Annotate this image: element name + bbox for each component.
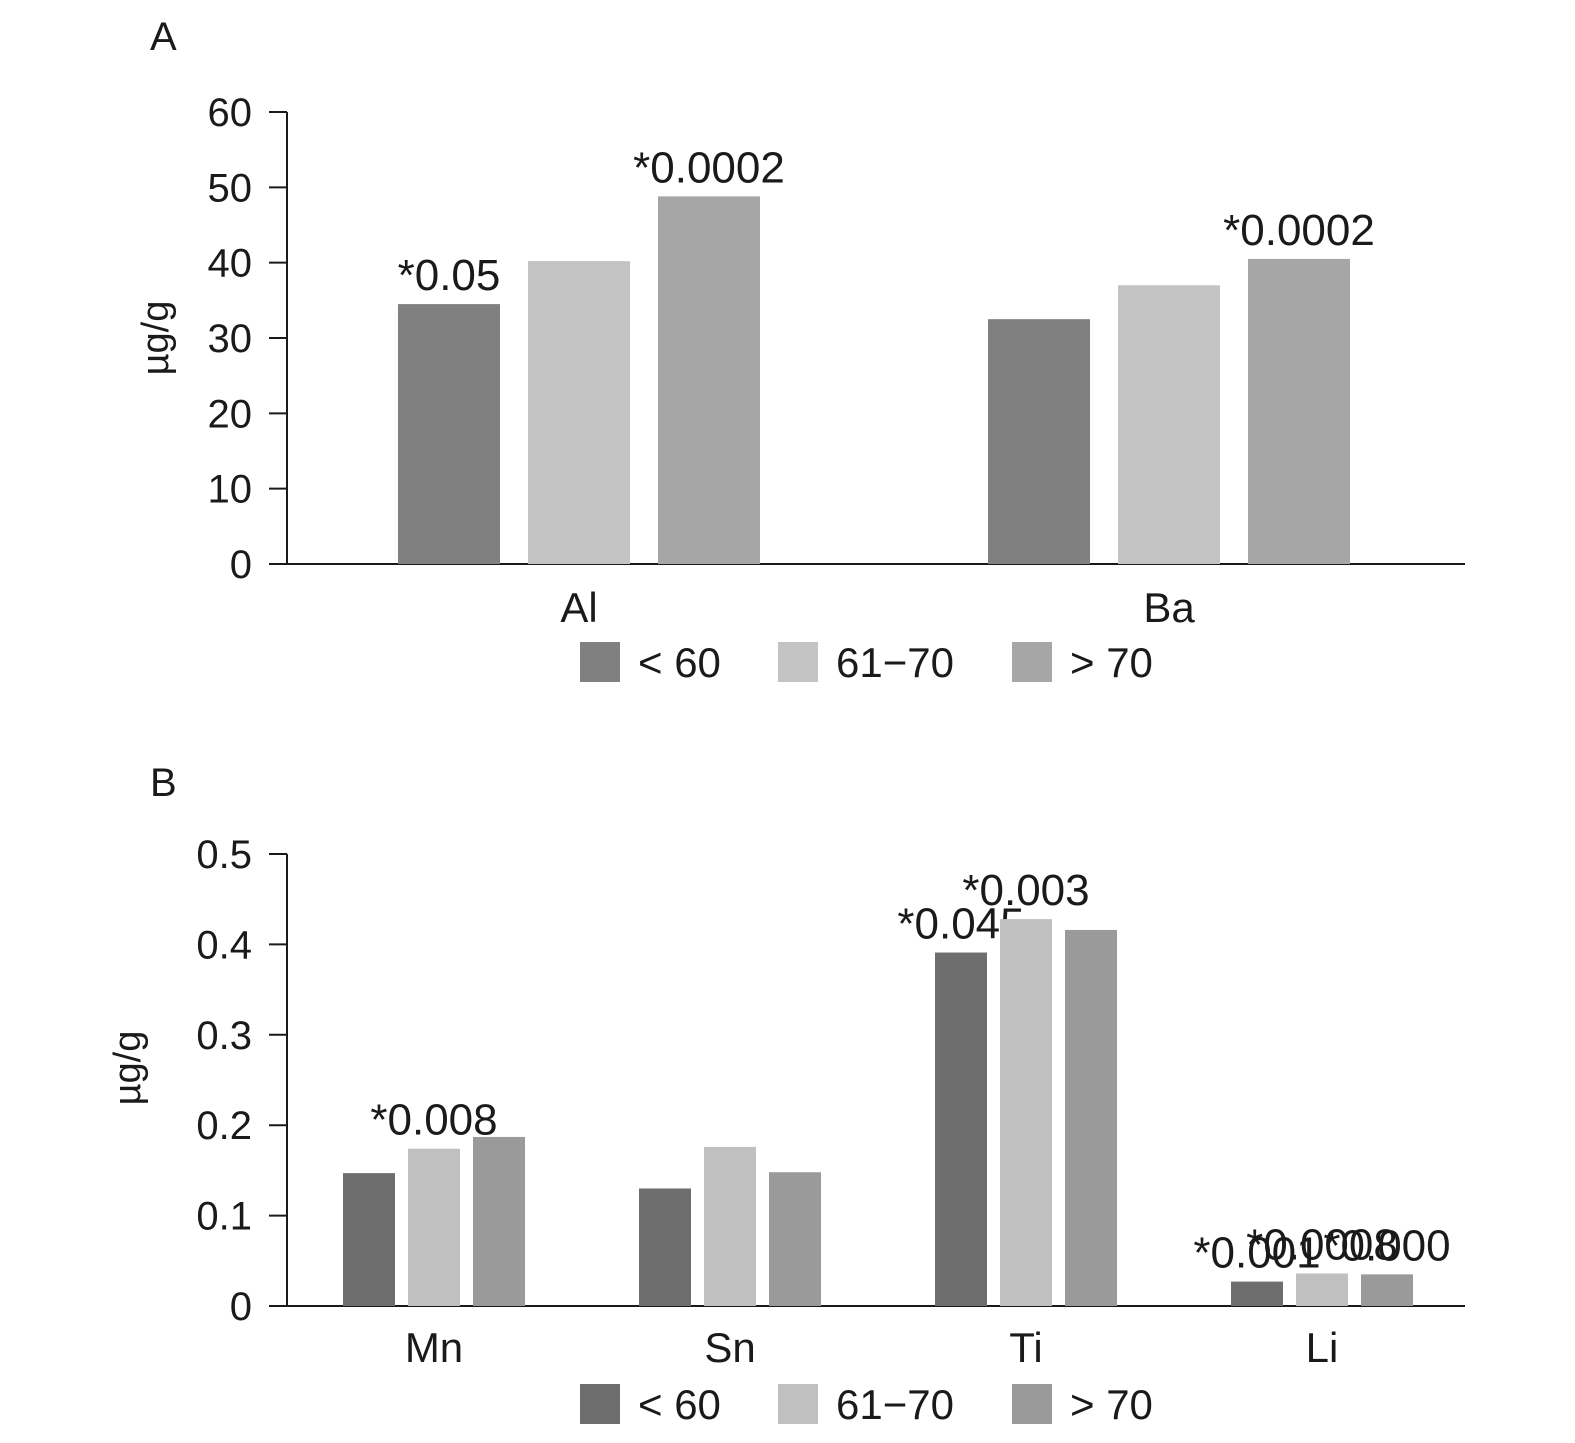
bar <box>935 952 987 1306</box>
bar <box>1296 1273 1348 1306</box>
legend-swatch <box>580 1384 620 1424</box>
legend-label: 61−70 <box>836 639 954 686</box>
y-tick-label: 60 <box>208 91 253 135</box>
x-tick-label: Li <box>1306 1324 1339 1371</box>
legend-label: < 60 <box>638 639 721 686</box>
legend-label: > 70 <box>1070 1381 1153 1428</box>
y-tick-label: 20 <box>208 392 253 436</box>
data-label: *0.001 <box>1193 1229 1320 1278</box>
legend-swatch <box>778 642 818 682</box>
x-tick-label: Ba <box>1143 584 1195 631</box>
bar <box>1248 258 1350 564</box>
legend-label: < 60 <box>638 1381 721 1428</box>
y-axis-label: µg/g <box>107 1031 149 1106</box>
bar <box>639 1188 691 1306</box>
bar <box>658 196 760 564</box>
data-label: *0.0002 <box>1223 206 1375 255</box>
legend-swatch <box>580 642 620 682</box>
bar <box>408 1148 460 1306</box>
y-tick-label: 0.5 <box>196 833 252 877</box>
bar <box>1361 1274 1413 1306</box>
bar <box>343 1173 395 1306</box>
y-tick-label: 0 <box>230 543 252 587</box>
data-label: *0.05 <box>398 251 501 300</box>
bar <box>988 319 1090 564</box>
panel-label: A <box>150 15 177 59</box>
y-tick-label: 0.3 <box>196 1014 252 1058</box>
y-tick-label: 0.2 <box>196 1104 252 1148</box>
legend-label: 61−70 <box>836 1381 954 1428</box>
panel-label: B <box>150 761 177 805</box>
y-axis-label: µg/g <box>135 301 177 376</box>
bar <box>1000 919 1052 1306</box>
x-tick-label: Al <box>560 584 597 631</box>
y-tick-label: 40 <box>208 242 253 286</box>
chart-panel-a: A µg/g 0 10 20 30 40 50 60 *0.05 *0.0002 Al *0.000… <box>135 15 1465 686</box>
legend-swatch <box>778 1384 818 1424</box>
bar <box>1118 285 1220 564</box>
y-tick-label: 0.4 <box>196 923 252 967</box>
data-label: *0.000 <box>1323 1221 1450 1270</box>
bar <box>769 1172 821 1306</box>
y-tick-label: 0 <box>230 1285 252 1329</box>
y-tick-label: 30 <box>208 317 253 361</box>
bar <box>473 1136 525 1306</box>
legend-swatch <box>1012 642 1052 682</box>
bar <box>1231 1281 1283 1306</box>
data-label: *0.0002 <box>633 143 785 192</box>
bar <box>704 1146 756 1306</box>
legend-swatch <box>1012 1384 1052 1424</box>
x-tick-label: Mn <box>405 1324 463 1371</box>
x-tick-label: Ti <box>1009 1324 1042 1371</box>
legend-label: > 70 <box>1070 639 1153 686</box>
bar <box>1065 929 1117 1306</box>
bar <box>398 304 500 564</box>
y-tick-label: 50 <box>208 166 253 210</box>
data-label: *0.0008 <box>1246 1220 1398 1269</box>
data-label: *0.008 <box>370 1096 497 1145</box>
x-tick-label: Sn <box>704 1324 755 1371</box>
y-tick-label: 10 <box>208 468 253 512</box>
data-label: *0.003 <box>962 866 1089 915</box>
bar <box>528 261 630 564</box>
y-tick-label: 0.1 <box>196 1195 252 1239</box>
